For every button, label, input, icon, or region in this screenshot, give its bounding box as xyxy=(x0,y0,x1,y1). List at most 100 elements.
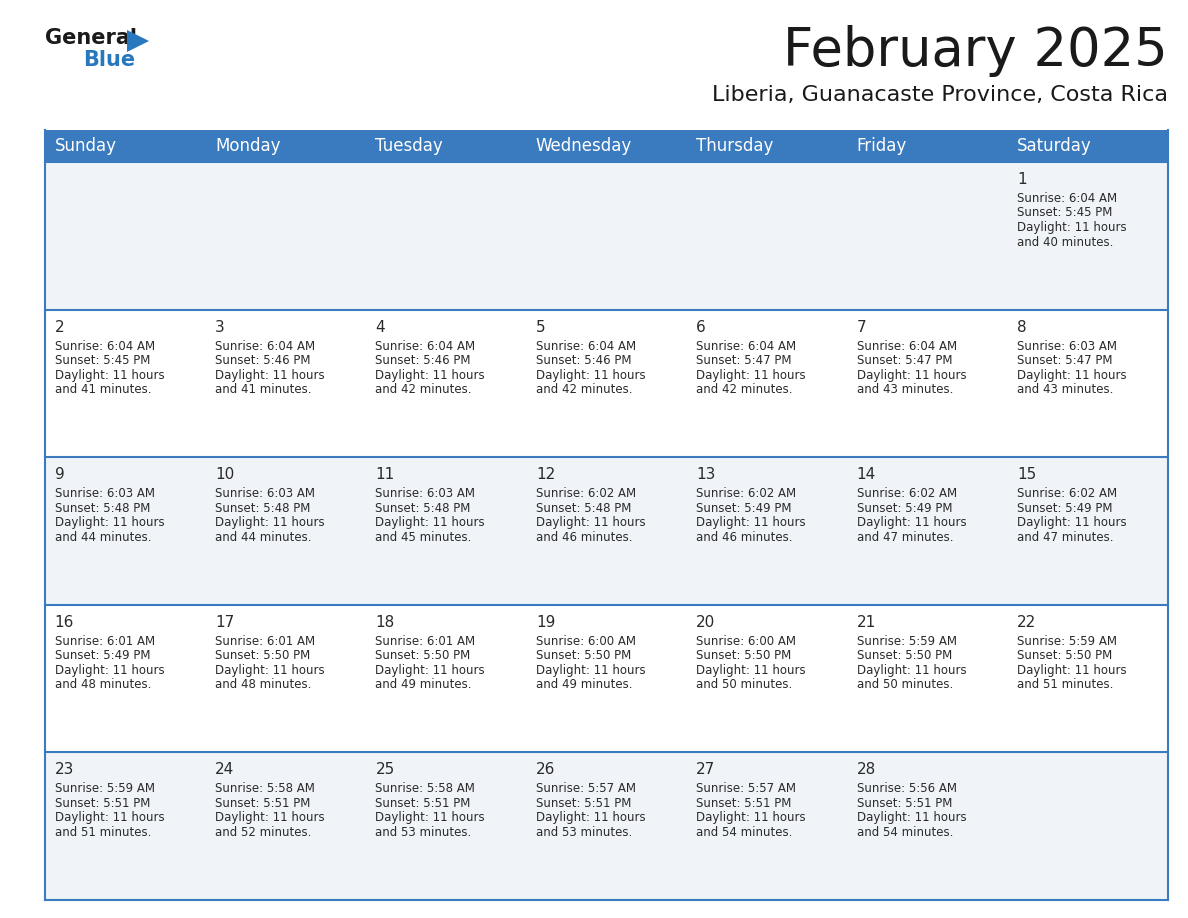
Text: Daylight: 11 hours: Daylight: 11 hours xyxy=(55,516,164,529)
Text: and 46 minutes.: and 46 minutes. xyxy=(536,531,632,543)
Text: and 53 minutes.: and 53 minutes. xyxy=(375,826,472,839)
Text: 22: 22 xyxy=(1017,615,1036,630)
Bar xyxy=(206,605,366,753)
Text: Sunrise: 5:59 AM: Sunrise: 5:59 AM xyxy=(857,635,956,648)
Text: 10: 10 xyxy=(215,467,234,482)
Text: Daylight: 11 hours: Daylight: 11 hours xyxy=(1017,664,1127,677)
Text: Blue: Blue xyxy=(83,50,135,70)
Text: 14: 14 xyxy=(857,467,876,482)
Text: Daylight: 11 hours: Daylight: 11 hours xyxy=(55,664,164,677)
Text: 1: 1 xyxy=(1017,172,1026,187)
Bar xyxy=(526,130,687,162)
Bar xyxy=(526,457,687,605)
Text: Sunset: 5:48 PM: Sunset: 5:48 PM xyxy=(215,502,310,515)
Text: Daylight: 11 hours: Daylight: 11 hours xyxy=(536,812,645,824)
Bar xyxy=(45,162,206,309)
Text: Sunset: 5:51 PM: Sunset: 5:51 PM xyxy=(696,797,791,810)
Text: Monday: Monday xyxy=(215,137,280,155)
Bar xyxy=(1007,457,1168,605)
Text: Daylight: 11 hours: Daylight: 11 hours xyxy=(375,664,485,677)
Text: Sunrise: 6:04 AM: Sunrise: 6:04 AM xyxy=(375,340,475,353)
Bar xyxy=(847,457,1007,605)
Text: 19: 19 xyxy=(536,615,555,630)
Text: 25: 25 xyxy=(375,763,394,778)
Text: 2: 2 xyxy=(55,319,64,334)
Text: Friday: Friday xyxy=(857,137,906,155)
Text: 28: 28 xyxy=(857,763,876,778)
Text: 11: 11 xyxy=(375,467,394,482)
Bar xyxy=(847,309,1007,457)
Text: 15: 15 xyxy=(1017,467,1036,482)
Text: and 44 minutes.: and 44 minutes. xyxy=(55,531,151,543)
Text: Sunrise: 6:02 AM: Sunrise: 6:02 AM xyxy=(536,487,636,500)
Bar xyxy=(366,309,526,457)
Text: Sunset: 5:48 PM: Sunset: 5:48 PM xyxy=(55,502,150,515)
Text: and 51 minutes.: and 51 minutes. xyxy=(55,826,151,839)
Text: and 48 minutes.: and 48 minutes. xyxy=(55,678,151,691)
Text: Sunrise: 6:01 AM: Sunrise: 6:01 AM xyxy=(375,635,475,648)
Bar xyxy=(1007,605,1168,753)
Text: Sunset: 5:49 PM: Sunset: 5:49 PM xyxy=(55,649,150,662)
Text: Daylight: 11 hours: Daylight: 11 hours xyxy=(375,812,485,824)
Text: Sunset: 5:47 PM: Sunset: 5:47 PM xyxy=(857,354,953,367)
Text: Daylight: 11 hours: Daylight: 11 hours xyxy=(55,812,164,824)
Text: Sunset: 5:51 PM: Sunset: 5:51 PM xyxy=(215,797,310,810)
Text: and 53 minutes.: and 53 minutes. xyxy=(536,826,632,839)
Text: 6: 6 xyxy=(696,319,706,334)
Text: 16: 16 xyxy=(55,615,74,630)
Bar xyxy=(45,130,206,162)
Bar xyxy=(366,753,526,900)
Text: and 54 minutes.: and 54 minutes. xyxy=(696,826,792,839)
Bar xyxy=(206,457,366,605)
Text: Tuesday: Tuesday xyxy=(375,137,443,155)
Text: Daylight: 11 hours: Daylight: 11 hours xyxy=(857,812,966,824)
Text: and 49 minutes.: and 49 minutes. xyxy=(536,678,632,691)
Text: 26: 26 xyxy=(536,763,555,778)
Text: February 2025: February 2025 xyxy=(783,25,1168,77)
Text: 13: 13 xyxy=(696,467,715,482)
Text: Daylight: 11 hours: Daylight: 11 hours xyxy=(375,369,485,382)
Text: Sunset: 5:48 PM: Sunset: 5:48 PM xyxy=(375,502,470,515)
Text: 18: 18 xyxy=(375,615,394,630)
Text: Daylight: 11 hours: Daylight: 11 hours xyxy=(696,664,805,677)
Text: 24: 24 xyxy=(215,763,234,778)
Text: and 47 minutes.: and 47 minutes. xyxy=(857,531,953,543)
Bar xyxy=(366,605,526,753)
Text: 27: 27 xyxy=(696,763,715,778)
Text: Sunset: 5:51 PM: Sunset: 5:51 PM xyxy=(536,797,631,810)
Bar xyxy=(847,605,1007,753)
Text: Sunrise: 6:00 AM: Sunrise: 6:00 AM xyxy=(536,635,636,648)
Text: Daylight: 11 hours: Daylight: 11 hours xyxy=(536,664,645,677)
Text: Sunset: 5:51 PM: Sunset: 5:51 PM xyxy=(55,797,150,810)
Text: and 42 minutes.: and 42 minutes. xyxy=(536,383,632,396)
Text: Sunrise: 6:02 AM: Sunrise: 6:02 AM xyxy=(1017,487,1118,500)
Text: 9: 9 xyxy=(55,467,64,482)
Bar xyxy=(526,605,687,753)
Bar xyxy=(847,130,1007,162)
Text: and 41 minutes.: and 41 minutes. xyxy=(215,383,311,396)
Text: Sunrise: 6:01 AM: Sunrise: 6:01 AM xyxy=(215,635,315,648)
Bar xyxy=(366,130,526,162)
Text: Sunrise: 5:59 AM: Sunrise: 5:59 AM xyxy=(55,782,154,795)
Bar xyxy=(366,457,526,605)
Text: 5: 5 xyxy=(536,319,545,334)
Bar xyxy=(687,753,847,900)
Text: and 44 minutes.: and 44 minutes. xyxy=(215,531,311,543)
Text: Daylight: 11 hours: Daylight: 11 hours xyxy=(215,369,324,382)
Text: 7: 7 xyxy=(857,319,866,334)
Text: 23: 23 xyxy=(55,763,74,778)
Text: Sunrise: 6:03 AM: Sunrise: 6:03 AM xyxy=(55,487,154,500)
Text: and 42 minutes.: and 42 minutes. xyxy=(696,383,792,396)
Text: Sunrise: 6:01 AM: Sunrise: 6:01 AM xyxy=(55,635,154,648)
Text: 4: 4 xyxy=(375,319,385,334)
Text: 12: 12 xyxy=(536,467,555,482)
Text: 8: 8 xyxy=(1017,319,1026,334)
Text: Liberia, Guanacaste Province, Costa Rica: Liberia, Guanacaste Province, Costa Rica xyxy=(712,85,1168,105)
Bar xyxy=(1007,130,1168,162)
Text: General: General xyxy=(45,28,137,48)
Bar xyxy=(847,753,1007,900)
Bar xyxy=(366,162,526,309)
Text: and 49 minutes.: and 49 minutes. xyxy=(375,678,472,691)
Text: Sunset: 5:46 PM: Sunset: 5:46 PM xyxy=(215,354,310,367)
Bar xyxy=(687,130,847,162)
